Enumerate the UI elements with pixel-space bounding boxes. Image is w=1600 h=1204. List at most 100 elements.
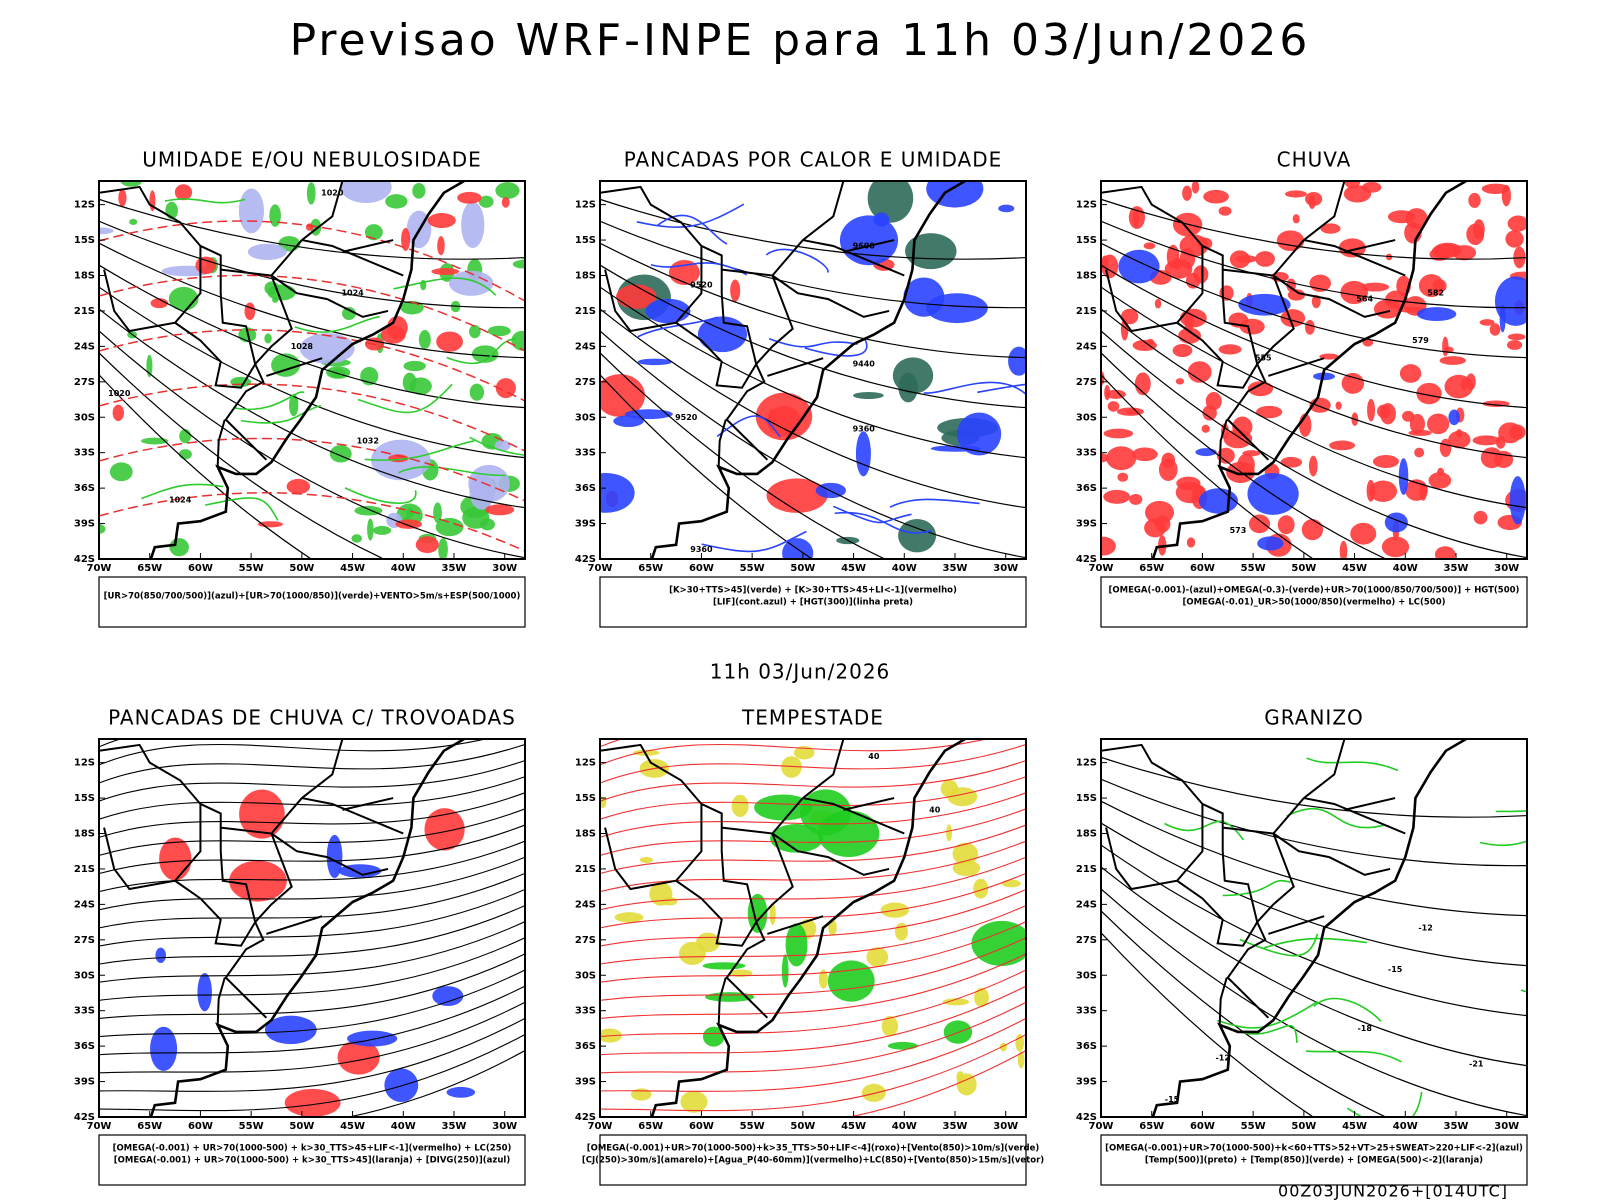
- contour-label: 1028: [291, 342, 314, 351]
- lat-label: 42S: [74, 554, 95, 565]
- streamline: [99, 792, 525, 839]
- streamline: [600, 759, 1026, 802]
- valid-time: 11h 03/Jun/2026: [710, 660, 891, 684]
- contour-line: [600, 373, 814, 559]
- contour-label: 1024: [341, 289, 364, 298]
- streamline: [99, 824, 525, 875]
- field-contour: [716, 415, 781, 438]
- lon-label: 35W: [1444, 1121, 1469, 1132]
- lon-label: 45W: [841, 1121, 866, 1132]
- border-line: [600, 185, 769, 461]
- field-area: [866, 947, 889, 967]
- coastline: [1151, 739, 1467, 1117]
- lat-label: 33S: [575, 448, 596, 459]
- contour-label: 1032: [357, 436, 379, 445]
- map-frame: [1100, 738, 1528, 1118]
- contour-line: [600, 264, 1026, 409]
- map-content: 564 579 582 573 555: [1101, 181, 1527, 559]
- streamline: [99, 985, 525, 1056]
- border-line: [802, 797, 905, 835]
- border-line: [767, 357, 824, 377]
- border-line: [1303, 181, 1346, 241]
- field-area: [197, 973, 212, 1012]
- border-line: [604, 803, 703, 891]
- field-area: [637, 358, 673, 366]
- streamline: [99, 759, 525, 802]
- contour-line: [600, 242, 1026, 359]
- contour-label: 564: [1356, 295, 1373, 304]
- border-line: [99, 743, 268, 1019]
- contour-line: [1101, 242, 1527, 359]
- map-panel: PANCADAS DE CHUVA C/ TROVOADAS 12S 15S 18S 2…: [74, 706, 526, 1186]
- border-line: [1222, 268, 1295, 365]
- coastline: [650, 739, 966, 1117]
- contour-label: 40: [868, 752, 880, 761]
- lon-label: 70W: [87, 1121, 112, 1132]
- field-area: [998, 204, 1015, 213]
- field-area: [446, 1086, 476, 1098]
- contour-label: 9520: [675, 413, 698, 422]
- legend-text: [OMEGA(-0.001)+UR>70(1000-500)+k>35_TTS>…: [587, 1144, 1040, 1154]
- field-contour: [650, 262, 748, 276]
- lat-label: 18S: [1076, 829, 1097, 840]
- contour-line: [1101, 888, 1527, 1117]
- field-area: [178, 449, 192, 460]
- lon-label: 50W: [289, 1121, 314, 1132]
- lon-label: 30W: [1494, 1121, 1519, 1132]
- field-area: [471, 345, 499, 363]
- contour-label: 9600: [853, 241, 876, 250]
- map-content: 9600 9520 9440 9360 9520 9360: [600, 181, 1026, 559]
- field-area: [326, 834, 343, 879]
- lon-label: 35W: [943, 563, 968, 574]
- lat-label: 39S: [575, 519, 596, 530]
- field-area: [1191, 181, 1200, 194]
- field-contour: [768, 338, 858, 348]
- legend-box: [1100, 576, 1528, 628]
- streamline: [600, 808, 1026, 857]
- map-panel: TEMPESTADE 40 40 12S 15S 18S 21S 24S 27S 30S 33S 36…: [575, 706, 1044, 1186]
- field-area: [661, 896, 678, 906]
- lat-label: 12S: [575, 758, 596, 769]
- field-area: [1444, 374, 1474, 399]
- field-area: [1506, 340, 1523, 350]
- field-area: [469, 324, 481, 339]
- streamline: [600, 872, 1026, 929]
- border-line: [270, 797, 303, 835]
- field-area: [639, 857, 653, 864]
- border-line: [1218, 419, 1228, 467]
- field-area: [1489, 323, 1501, 336]
- field-contour: [1520, 989, 1527, 993]
- lon-label: 50W: [1291, 563, 1316, 574]
- contour-label: -18: [1357, 1024, 1372, 1033]
- border-line: [1272, 239, 1305, 277]
- lat-label: 21S: [1076, 864, 1097, 875]
- legend-box: [1100, 1134, 1528, 1186]
- lat-label: 36S: [1076, 1041, 1097, 1052]
- lat-label: 15S: [74, 793, 95, 804]
- lon-label: 60W: [689, 563, 714, 574]
- contour-line: [1101, 220, 1527, 309]
- field-area: [364, 224, 383, 241]
- field-contour: [1222, 879, 1291, 897]
- field-area: [1499, 304, 1506, 333]
- contour-label: -12: [1418, 924, 1432, 933]
- field-area: [1466, 373, 1476, 391]
- field-contour: [765, 248, 829, 273]
- streamline: [600, 840, 1026, 893]
- field-area: [1172, 343, 1193, 358]
- field-area: [702, 962, 746, 970]
- streamline: [99, 953, 525, 1020]
- streamline: [600, 969, 1026, 1038]
- lat-label: 21S: [74, 864, 95, 875]
- legend-box: [599, 1134, 1027, 1186]
- contour-label: 1020: [321, 188, 344, 197]
- field-contour: [240, 404, 322, 424]
- field-area: [1505, 230, 1524, 248]
- lat-label: 21S: [1076, 306, 1097, 317]
- field-area: [286, 478, 311, 495]
- field-area: [264, 1015, 317, 1045]
- field-area: [1280, 456, 1303, 468]
- field-area: [387, 315, 408, 340]
- border-line: [771, 274, 890, 318]
